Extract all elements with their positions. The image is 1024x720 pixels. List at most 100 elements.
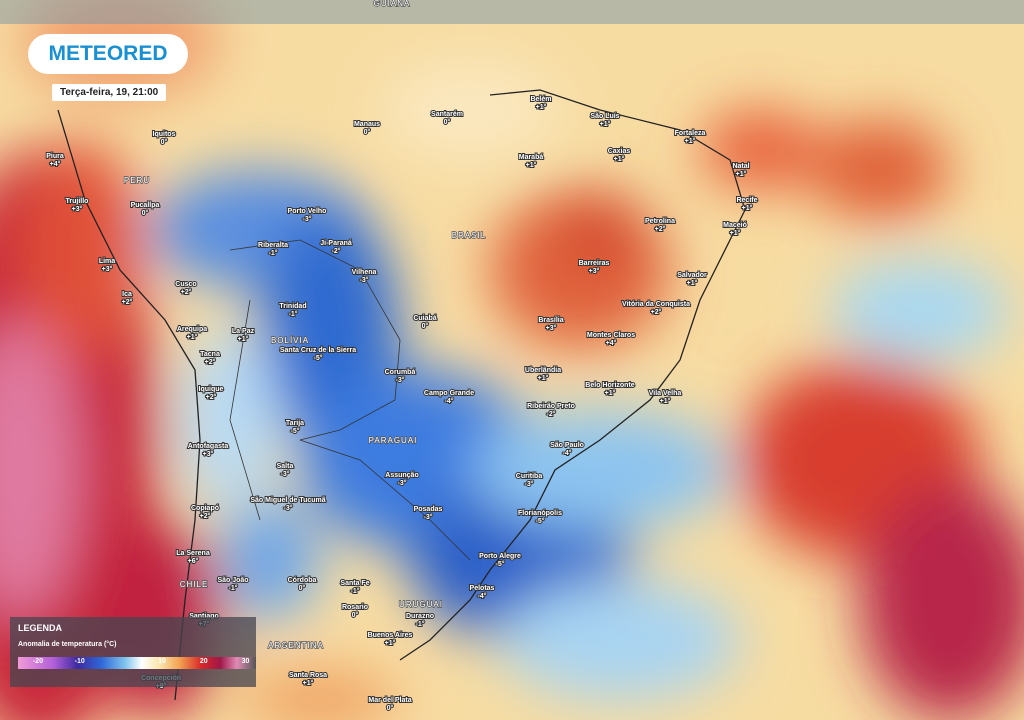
city-name: Posadas	[414, 506, 443, 513]
city-anomaly: +1°	[538, 374, 549, 382]
legend-title: LEGENDA	[18, 623, 63, 633]
city-name: Pucallpa	[131, 202, 160, 209]
city-name: Piura	[46, 153, 64, 160]
city-anomaly: +2°	[655, 225, 666, 233]
city-name: São Paulo	[550, 442, 584, 449]
city-name: Curitiba	[516, 473, 543, 480]
city-anomaly: +1°	[685, 137, 696, 145]
city-anomaly: -3°	[302, 215, 311, 223]
city-name: São João	[217, 577, 248, 584]
city-anomaly: -3°	[359, 276, 368, 284]
city-anomaly: -3°	[395, 376, 404, 384]
city-anomaly: +2°	[200, 512, 211, 520]
city-anomaly: +1°	[303, 679, 314, 687]
legend-tick: 20	[199, 658, 208, 665]
country-label: BRASIL	[452, 231, 486, 240]
city-anomaly: -5°	[495, 560, 504, 568]
top-bar	[0, 0, 1024, 24]
city-anomaly: -2°	[331, 247, 340, 255]
city-name: Iquitos	[153, 131, 176, 138]
city-anomaly: -1°	[350, 587, 359, 595]
city-anomaly: -1°	[228, 584, 237, 592]
city-anomaly: +2°	[181, 288, 192, 296]
city-anomaly: +1°	[238, 335, 249, 343]
legend-tick: 10	[158, 658, 166, 665]
city-anomaly: +3°	[102, 265, 113, 273]
legend-tick: -10	[74, 658, 85, 665]
city-name: Manaus	[354, 121, 380, 128]
country-label: ARGENTINA	[268, 641, 324, 650]
city-name: Riberalta	[258, 242, 288, 249]
city-anomaly: -4°	[477, 592, 486, 600]
coastline	[399, 89, 746, 661]
city-name: Assunção	[385, 472, 418, 479]
city-name: Durazno	[406, 613, 434, 620]
city-name: Santiago	[189, 613, 219, 620]
city-name: Copiapó	[191, 505, 219, 512]
city-name: Corumbá	[385, 369, 416, 376]
city-anomaly: +1°	[385, 639, 396, 647]
time-label: Terça-feira, 19, 21:00	[52, 84, 167, 101]
city-anomaly: -2°	[546, 410, 555, 418]
city-name: Florianópolis	[518, 510, 562, 517]
city-name: Arequipa	[177, 326, 207, 333]
city-name: Vitória da Conquista	[622, 301, 690, 308]
city-anomaly: -3°	[397, 479, 406, 487]
city-anomaly: +4°	[50, 160, 61, 168]
city-anomaly: +1°	[526, 161, 537, 169]
city-anomaly: +1°	[600, 120, 611, 128]
city-name: Salvador	[677, 272, 707, 279]
city-anomaly: +2°	[651, 308, 662, 316]
country-label: PERU	[124, 176, 150, 185]
city-anomaly: -1°	[268, 249, 277, 257]
city-name: Vila Velha	[649, 390, 682, 397]
legend-scale: -20 -10 10 20 30	[18, 657, 256, 669]
city-name: Rosario	[342, 604, 368, 611]
city-anomaly: -3°	[283, 504, 292, 512]
city-name: Buenos Aires	[368, 632, 413, 639]
city-name: Campo Grande	[424, 390, 474, 397]
city-anomaly: 0°	[387, 704, 394, 712]
city-name: Lima	[99, 258, 115, 265]
city-anomaly: +1°	[742, 204, 753, 212]
city-name: Santa Rosa	[289, 672, 327, 679]
city-anomaly: +2°	[122, 298, 133, 306]
city-anomaly: 0°	[142, 209, 149, 217]
city-name: Tarija	[286, 420, 304, 427]
city-anomaly: +1°	[614, 155, 625, 163]
city-anomaly: -5°	[313, 354, 322, 362]
city-anomaly: 0°	[299, 584, 306, 592]
city-anomaly: +6°	[188, 557, 199, 565]
city-anomaly: +1°	[605, 389, 616, 397]
country-label: PARAGUAI	[369, 436, 418, 445]
city-anomaly: -5°	[535, 517, 544, 525]
city-anomaly: -3°	[524, 480, 533, 488]
city-name: Brasília	[538, 317, 563, 324]
city-name: Caxias	[608, 148, 631, 155]
city-anomaly: 0°	[422, 322, 429, 330]
city-name: Trujillo	[66, 198, 89, 205]
city-name: Córdoba	[288, 577, 317, 584]
city-name: Santarém	[431, 111, 463, 118]
city-name: Trinidad	[279, 303, 306, 310]
city-anomaly: +1°	[730, 229, 741, 237]
city-name: La Serena	[176, 550, 210, 557]
border	[229, 239, 471, 561]
legend-subtitle: Anomalia de temperatura (°C)	[18, 641, 117, 648]
logo[interactable]: METEORED	[28, 34, 188, 74]
legend-tick: -20	[32, 658, 43, 665]
city-anomaly: +1°	[187, 333, 198, 341]
city-name: São Luís	[590, 113, 619, 120]
city-name: Tacna	[200, 351, 220, 358]
city-anomaly: +1°	[660, 397, 671, 405]
legend: LEGENDA Anomalia de temperatura (°C) -20…	[10, 617, 256, 687]
city-anomaly: +1°	[736, 170, 747, 178]
city-name: Santa Fe	[340, 580, 369, 587]
city-name: Recife	[736, 197, 757, 204]
city-anomaly: +2°	[206, 393, 217, 401]
city-anomaly: +2°	[205, 358, 216, 366]
city-name: La Paz	[232, 328, 255, 335]
